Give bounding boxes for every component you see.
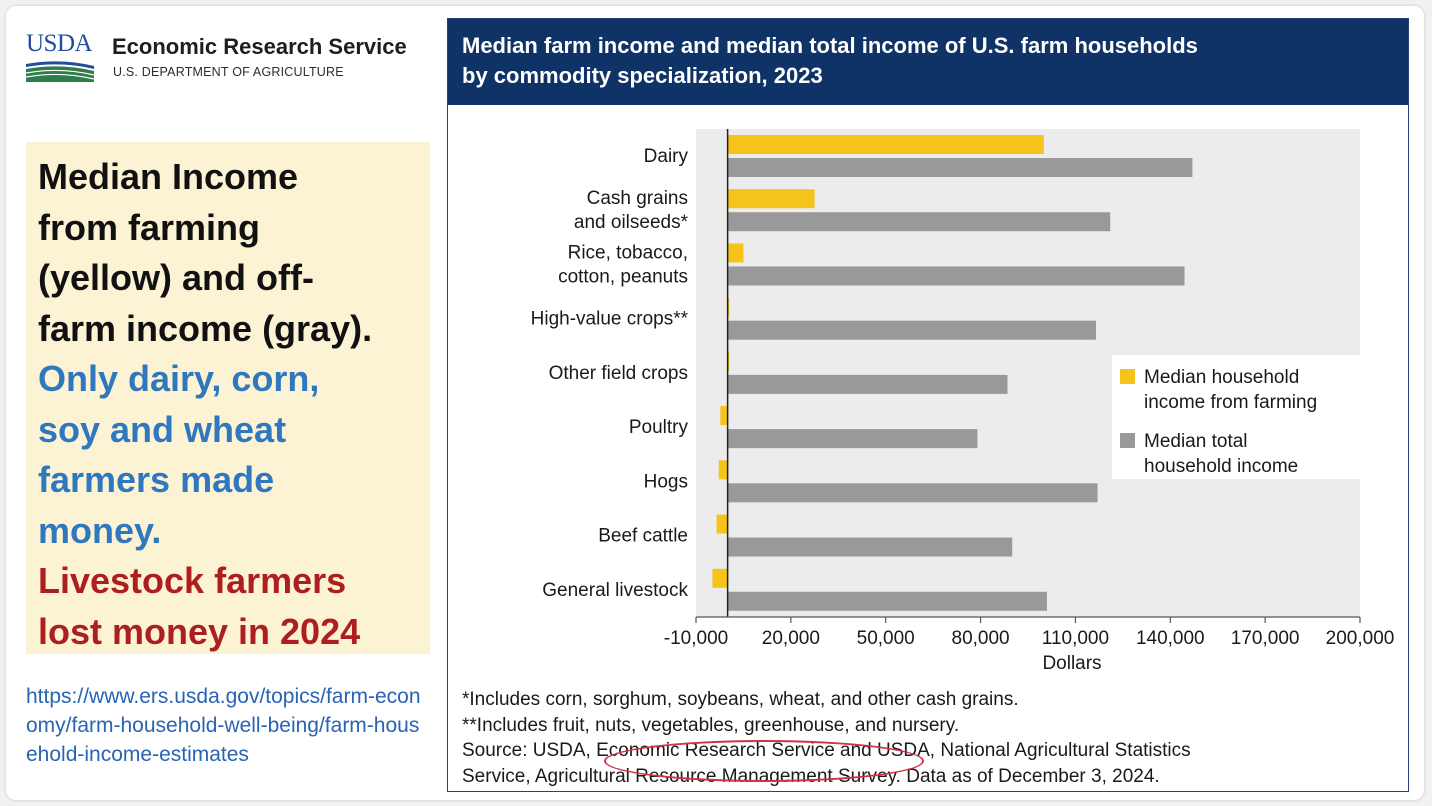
farming-income-bar [727,135,1044,154]
farming-income-bar [727,189,815,209]
legend-swatch [1120,433,1135,448]
note-line: money. [38,509,162,551]
category-label: Cash grains and oilseeds* [574,188,689,233]
category-label: Dairy [644,146,689,167]
x-tick-label: 50,000 [857,628,915,649]
category-label: Hogs [644,471,688,492]
usda-logo-mark: USDA [26,30,94,82]
farming-income-bar [720,406,728,426]
category-label: High-value crops** [531,309,689,330]
total-income-bar [727,266,1185,286]
total-income-bar [727,212,1111,232]
chart-title-line1: Median farm income and median total inco… [462,33,1198,58]
total-income-bar [727,537,1013,557]
agency-name: Economic Research Service [112,34,407,59]
usda-wordmark: USDA [26,30,93,57]
x-tick-label: 170,000 [1231,628,1300,649]
total-income-bar [727,320,1096,340]
x-tick-label: 200,000 [1326,628,1395,649]
chart-title-line2: by commodity specialization, 2023 [462,63,823,88]
note-line: farm income (gray). [38,307,373,349]
fields-icon [26,61,94,82]
chart-panel: Median farm income and median total inco… [447,18,1409,792]
category-label: Poultry [629,417,689,438]
note-line: Only dairy, corn, [38,358,320,399]
x-tick-label: 20,000 [762,628,820,649]
chart-title: Median farm income and median total inco… [448,19,1408,105]
farming-income-bar [727,297,730,317]
category-label: General livestock [542,580,688,601]
legend-swatch [1120,369,1135,384]
note-line: (yellow) and off- [38,257,314,298]
x-tick-label: 80,000 [952,628,1010,649]
note-line: lost money in 2024 [38,610,361,652]
x-tick-label: -10,000 [664,628,728,649]
x-axis-label: Dollars [1042,653,1101,674]
total-income-bar [727,429,978,449]
note-line: farmers made [38,459,275,500]
legend-label: Median total household income [1144,431,1298,477]
note-line: from farming [38,206,261,248]
farming-income-bar [727,351,730,371]
category-label: Beef cattle [598,526,688,547]
ers-logo[interactable]: USDA Economic Research Service U.S. DEPA… [26,30,426,86]
bar-chart: Dairy Cash grains and oilseeds* Rice, tobac… [531,129,1395,674]
footnote-cash-grains: *Includes corn, sorghum, soybeans, wheat… [462,689,1019,710]
footnote-high-value: **Includes fruit, nuts, vegetables, gree… [462,714,960,736]
category-label: Rice, tobacco, cotton, peanuts [558,242,688,287]
note-line: Livestock farmers [38,560,347,601]
note-line: Median Income [38,156,299,197]
farming-income-bar [712,568,728,588]
chart-footnotes: *Includes corn, sorghum, soybeans, wheat… [462,687,1362,789]
category-label: Other field crops [549,363,688,384]
total-income-bar [727,483,1098,503]
total-income-bar [727,374,1008,394]
farming-income-bar [727,243,744,263]
date-highlight-circle [604,740,924,782]
note-line: soy and wheat [38,408,287,450]
legend-label: Median household income from farming [1144,367,1317,413]
department-name: U.S. DEPARTMENT OF AGRICULTURE [113,65,344,79]
total-income-bar [727,158,1193,177]
farming-income-bar [716,514,728,534]
slide: USDA Economic Research Service U.S. DEPA… [6,6,1424,800]
total-income-bar [727,591,1047,611]
summary-note: Median Income from farming (yellow) and … [26,142,430,654]
farming-income-bar [718,460,728,480]
legend-box [1112,355,1360,479]
x-tick-label: 140,000 [1136,628,1205,649]
source-link[interactable]: https://www.ers.usda.gov/topics/farm-eco… [26,685,421,766]
x-tick-label: 110,000 [1042,628,1109,649]
